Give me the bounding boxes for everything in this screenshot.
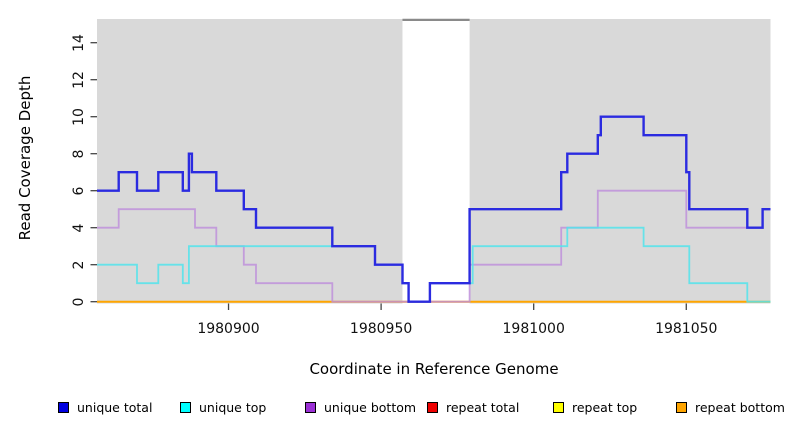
legend-item-unique-bottom: unique bottom: [305, 400, 416, 415]
x-tick-label: 1980950: [349, 321, 413, 337]
legend-swatch-icon: [58, 402, 69, 413]
x-tick-label: 1981050: [655, 321, 718, 337]
highlight-region: [402, 19, 470, 304]
y-tick-label: 6: [71, 186, 87, 196]
y-tick-label: 0: [71, 297, 87, 307]
legend-label: unique bottom: [324, 400, 417, 415]
series-line-unique-total: [97, 115, 771, 303]
y-tick-label: 12: [71, 70, 87, 89]
y-tick-label: 10: [71, 107, 87, 126]
legend-item-unique-top: unique top: [180, 400, 266, 415]
legend-item-repeat-total: repeat total: [427, 400, 519, 415]
y-axis-title: Read Coverage Depth: [16, 75, 34, 241]
legend-swatch-icon: [305, 402, 316, 413]
legend-swatch-icon: [180, 402, 191, 413]
legend-label: repeat bottom: [695, 400, 785, 415]
legend-label: repeat top: [572, 400, 638, 415]
legend-label: unique total: [77, 400, 153, 415]
y-tick-label: 4: [71, 223, 87, 233]
legend-swatch-icon: [676, 402, 687, 413]
y-tick-label: 2: [71, 260, 87, 270]
y-tick-label: 14: [71, 33, 87, 52]
legend-item-repeat-bottom: repeat bottom: [676, 400, 785, 415]
x-tick-label: 1980900: [197, 321, 260, 337]
legend-swatch-icon: [553, 402, 564, 413]
legend-label: unique top: [199, 400, 267, 415]
chart-legend: unique total unique top unique bottom repea…: [0, 400, 792, 416]
legend-label: repeat total: [446, 400, 520, 415]
series-line-unique-bottom: [97, 189, 771, 303]
x-tick-label: 1981000: [502, 321, 565, 337]
legend-swatch-icon: [427, 402, 438, 413]
x-axis-title: Coordinate in Reference Genome: [309, 360, 559, 378]
y-tick-label: 8: [71, 149, 87, 159]
legend-item-repeat-top: repeat top: [553, 400, 637, 415]
legend-item-unique-total: unique total: [58, 400, 152, 415]
